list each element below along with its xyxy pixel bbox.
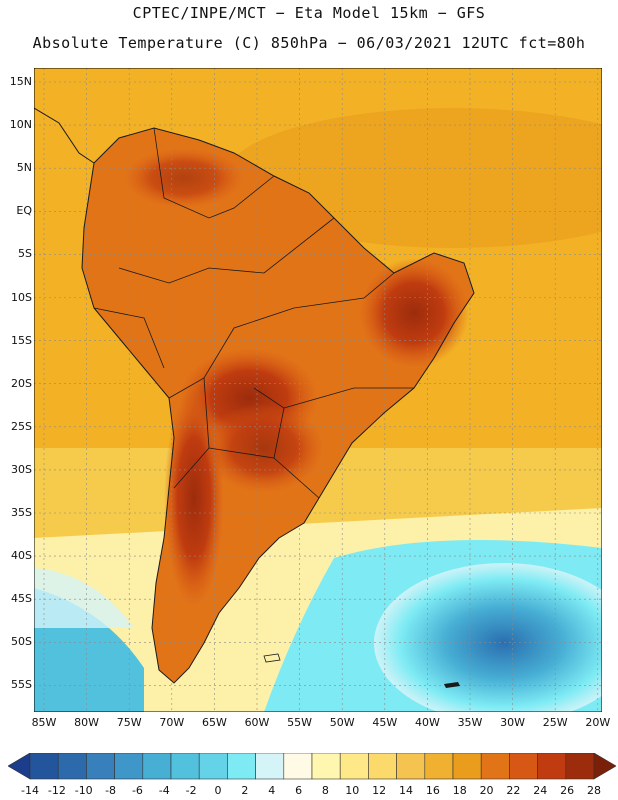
legend-color-swatch <box>86 753 115 780</box>
legend-tick-label: 28 <box>587 784 601 797</box>
latitude-tick-label: 25S <box>11 419 32 433</box>
legend-under-arrow <box>8 753 31 780</box>
legend-color-swatch <box>537 753 567 780</box>
latitude-tick-label: 15S <box>11 333 32 347</box>
longitude-tick-label: 75W <box>116 716 142 729</box>
chart-title: CPTEC/INPE/MCT − Eta Model 15km − GFS <box>132 4 486 22</box>
longitude-tick-label: 30W <box>500 716 526 729</box>
legend-tick-label: 6 <box>295 784 303 797</box>
latitude-tick-label: 10N <box>9 118 32 132</box>
legend-color-swatch <box>368 753 397 780</box>
legend-color-swatch <box>480 753 510 780</box>
latitude-tick-label: 30S <box>11 462 32 476</box>
legend-color-swatch <box>255 753 285 780</box>
latitude-tick-label: EQ <box>16 204 32 218</box>
latitude-tick-label: 10S <box>11 290 32 304</box>
legend-tick-label: 12 <box>372 784 387 797</box>
venezuela-heat <box>124 148 244 208</box>
legend-tick-label: 24 <box>533 784 548 797</box>
legend-tick-label: -4 <box>158 784 170 797</box>
legend-color-swatch <box>509 753 538 780</box>
legend-color-swatch <box>29 753 59 780</box>
legend-color-swatch <box>142 753 172 780</box>
color-legend <box>8 753 616 780</box>
latitude-tick-label: 5S <box>18 247 32 261</box>
south-georgia <box>444 682 460 688</box>
longitude-tick-label: 50W <box>329 716 355 729</box>
falkland-islands <box>263 653 281 663</box>
legend-color-swatch <box>311 753 341 780</box>
legend-color-swatch <box>114 753 144 780</box>
latitude-tick-label: 35S <box>11 506 32 519</box>
legend-tick-label: 16 <box>425 784 440 797</box>
legend-color-swatch <box>396 753 426 780</box>
cold-core <box>374 563 602 712</box>
legend-tick-label: 22 <box>506 784 521 797</box>
longitude-tick-label: 35W <box>457 716 483 729</box>
longitude-tick-label: 20W <box>585 716 611 729</box>
chaco-heat <box>204 403 324 493</box>
southwest-pacific-cool <box>34 568 134 628</box>
longitude-tick-label: 70W <box>159 716 185 729</box>
legend-color-swatch <box>565 753 595 780</box>
legend-color-swatch <box>198 753 228 780</box>
andes-heat-strip <box>164 388 224 608</box>
latitude-tick-label: 20S <box>11 376 32 390</box>
northeast-heat-core <box>359 258 469 368</box>
legend-tick-label: 26 <box>560 784 575 797</box>
longitude-tick-label: 25W <box>542 716 568 729</box>
longitude-tick-label: 60W <box>244 716 270 729</box>
legend-tick-label: 14 <box>399 784 413 797</box>
longitude-tick-label: 45W <box>372 716 398 729</box>
latitude-tick-label: 5N <box>16 161 32 175</box>
legend-color-swatch <box>170 753 200 780</box>
legend-color-swatch <box>283 753 313 780</box>
legend-tick-label: -8 <box>105 784 117 797</box>
legend-color-swatch <box>424 753 454 780</box>
legend-tick-label: -6 <box>131 784 143 797</box>
legend-tick-label: -2 <box>185 784 197 797</box>
legend-color-swatch <box>339 753 369 780</box>
legend-tick-label: -10 <box>74 784 93 797</box>
legend-tick-label: 0 <box>214 784 222 797</box>
latitude-tick-label: 50S <box>11 635 32 649</box>
legend-tick-label: -12 <box>47 784 66 797</box>
legend-tick-label: 10 <box>345 784 360 797</box>
legend-color-swatch <box>57 753 87 780</box>
legend-tick-label: -14 <box>21 784 39 797</box>
legend-tick-label: 4 <box>268 784 276 797</box>
legend-tick-label: 2 <box>241 784 249 797</box>
latitude-tick-label: 55S <box>11 678 32 692</box>
longitude-tick-label: 80W <box>74 716 100 729</box>
latitude-tick-label: 15N <box>9 75 32 88</box>
legend-tick-label: 18 <box>452 784 467 797</box>
longitude-tick-label: 65W <box>201 716 227 729</box>
latitude-tick-label: 40S <box>11 549 32 563</box>
legend-color-swatch <box>452 753 482 780</box>
temperature-map <box>34 68 602 712</box>
longitude-tick-label: 40W <box>414 716 440 729</box>
latitude-tick-label: 45S <box>11 592 32 606</box>
central-america-coast <box>34 107 95 164</box>
legend-tick-label: 8 <box>321 784 329 797</box>
longitude-tick-label: 55W <box>287 716 313 729</box>
longitude-tick-label: 85W <box>31 716 57 729</box>
legend-color-swatch <box>227 753 256 780</box>
chart-subtitle: Absolute Temperature (C) 850hPa − 06/03/… <box>32 34 586 52</box>
country-borders <box>93 127 414 499</box>
legend-over-arrow <box>593 753 616 780</box>
legend-tick-label: 20 <box>479 784 494 797</box>
